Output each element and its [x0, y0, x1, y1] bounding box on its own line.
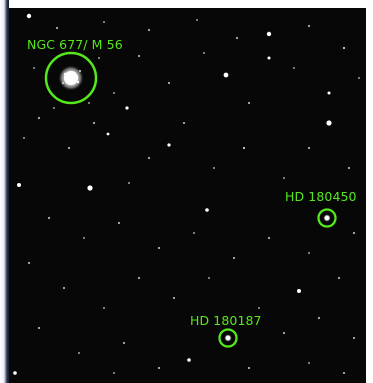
- dim-field-stars: [23, 19, 360, 374]
- starfield-svg: [13, 13, 360, 375]
- bright-field-stars: [13, 13, 332, 375]
- annotation-label-m56: NGC 677/ M 56: [27, 37, 123, 52]
- annotation-label-hd180450: HD 180450: [285, 189, 357, 204]
- m56-marker-circle: [44, 51, 98, 105]
- hd180450-marker-circle: [317, 208, 337, 228]
- left-border-strip: [0, 0, 9, 383]
- annotation-label-hd180187: HD 180187: [190, 313, 262, 328]
- starfield-image: NGC 677/ M 56 HD 180450 HD 180187: [9, 8, 366, 383]
- globular-cluster-m56: [58, 65, 84, 91]
- hd180187-marker-circle: [218, 328, 238, 348]
